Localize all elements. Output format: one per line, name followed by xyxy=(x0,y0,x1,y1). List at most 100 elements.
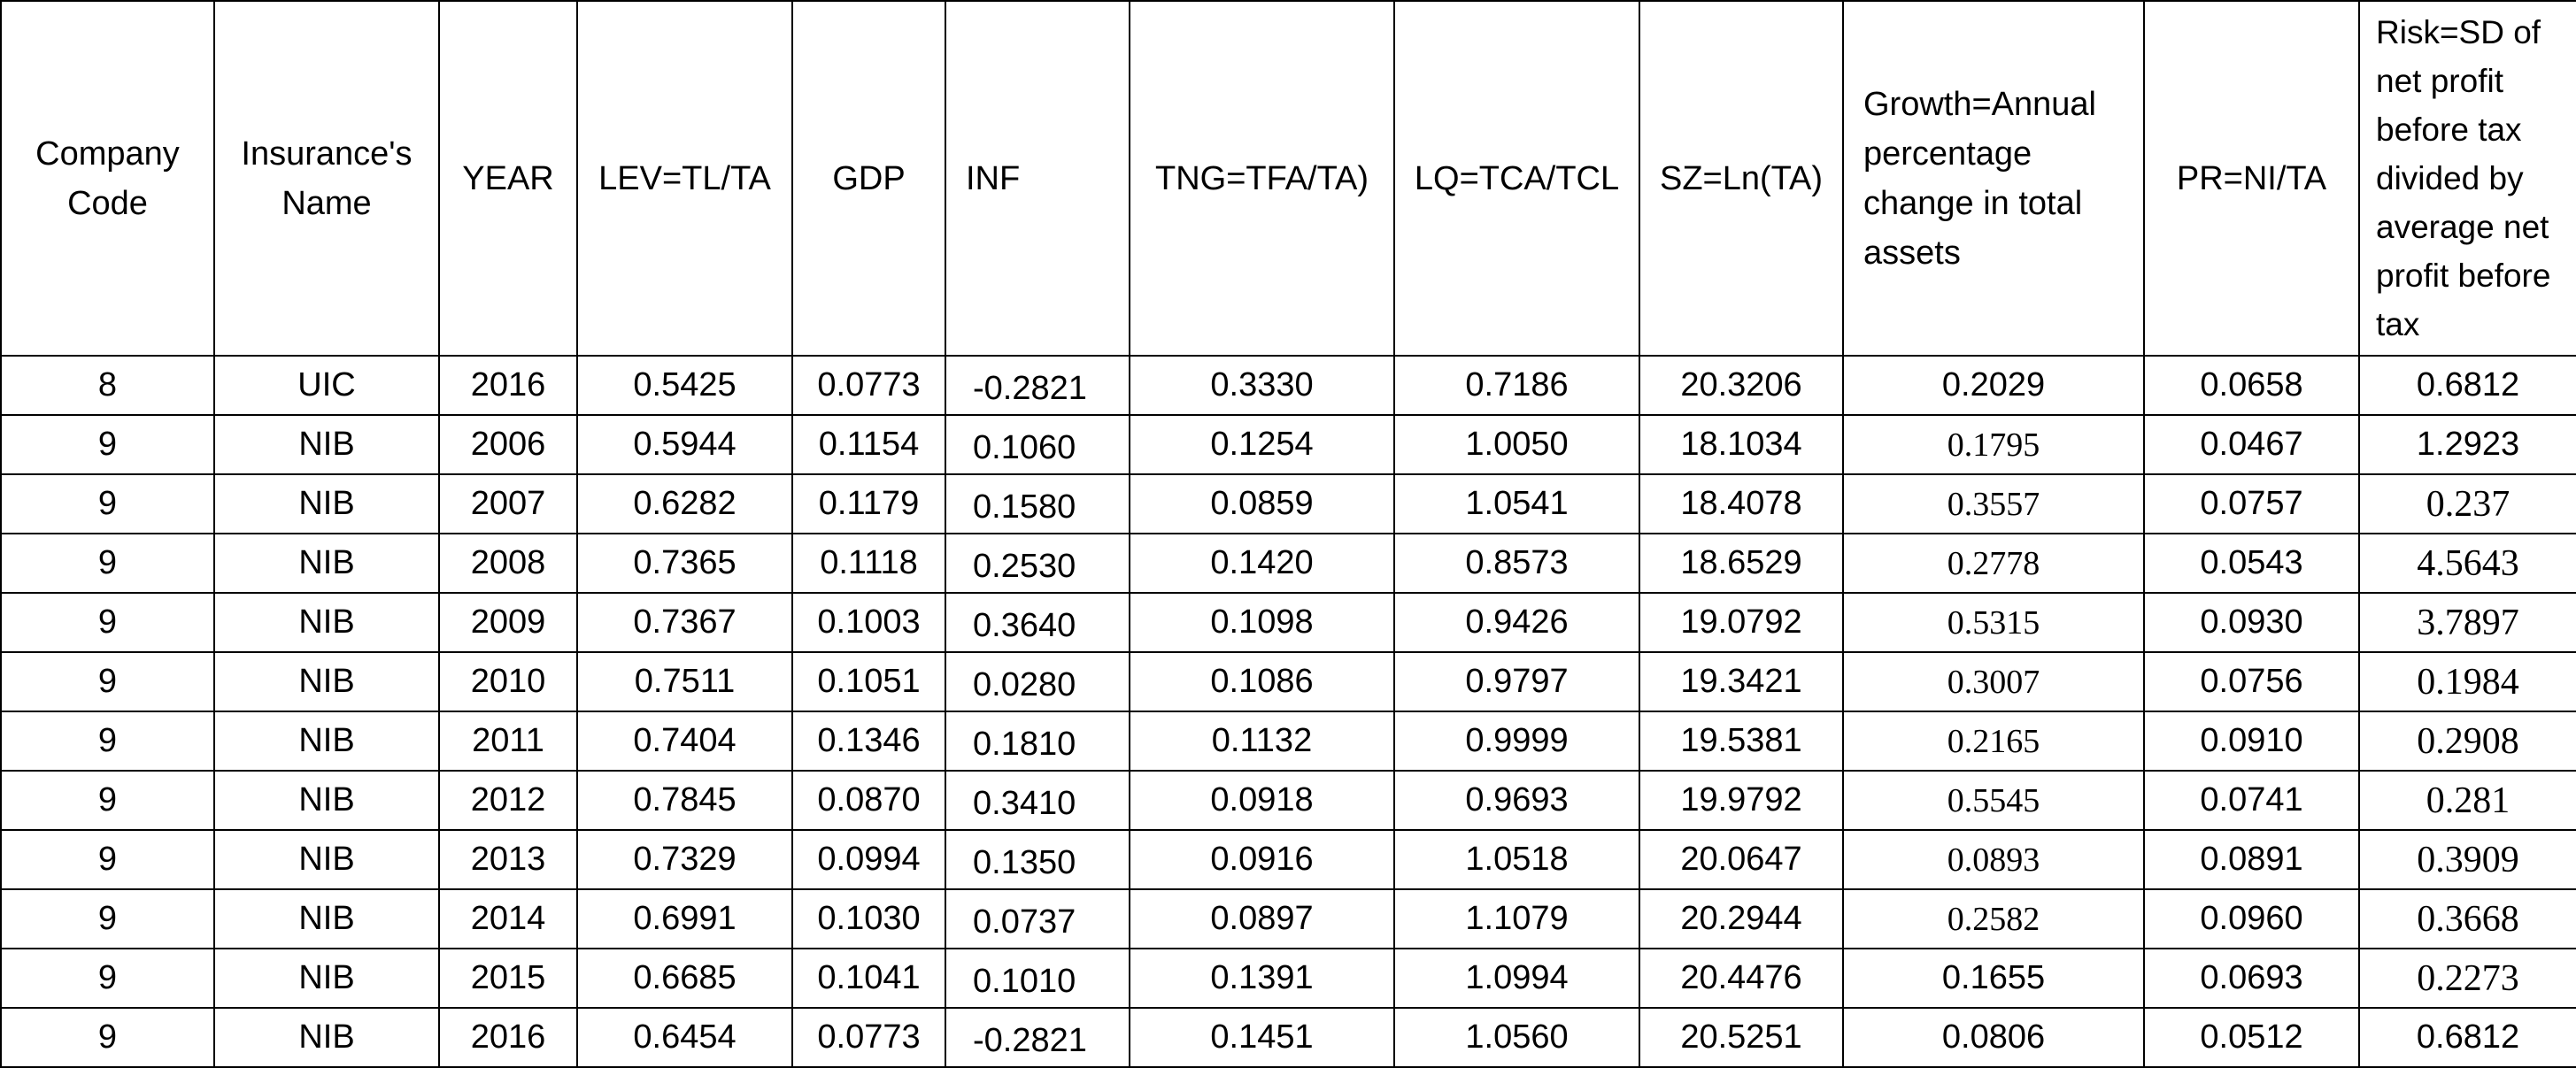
table-cell: 0.6812 xyxy=(2358,1007,2576,1068)
table-cell: 0.0897 xyxy=(1129,888,1395,949)
table-cell: 2006 xyxy=(438,414,578,475)
table-cell: 4.5643 xyxy=(2358,533,2576,594)
table-cell: 0.3640 xyxy=(945,592,1130,653)
table-cell: -0.2821 xyxy=(945,1007,1130,1068)
table-cell: 1.0518 xyxy=(1393,829,1640,890)
column-header: Growth=Annual percentage change in total… xyxy=(1842,0,2145,357)
table-cell: 0.0658 xyxy=(2143,355,2360,416)
table-cell: 0.3557 xyxy=(1842,473,2145,534)
table-cell: 9 xyxy=(0,651,215,712)
table-cell: UIC xyxy=(213,355,440,416)
table-header: Company Code Insurance's Name YEAR LEV=TL/T… xyxy=(0,0,2576,357)
header-row: Company Code Insurance's Name YEAR LEV=TL/T… xyxy=(0,0,2576,357)
table-cell: 0.0741 xyxy=(2143,770,2360,831)
table-cell: 2013 xyxy=(438,829,578,890)
table-cell: 0.8573 xyxy=(1393,533,1640,594)
table-cell: 0.3330 xyxy=(1129,355,1395,416)
table-cell: 9 xyxy=(0,533,215,594)
table-cell: 0.1350 xyxy=(945,829,1130,890)
table-row: 9 NIB 2015 0.6685 0.1041 0.1010 0.1391 1.0994 20… xyxy=(0,948,2576,1009)
table-cell: 2008 xyxy=(438,533,578,594)
table-cell: 0.0960 xyxy=(2143,888,2360,949)
table-cell: 0.1451 xyxy=(1129,1007,1395,1068)
table-cell: 0.1346 xyxy=(791,711,946,772)
table-cell: 0.9797 xyxy=(1393,651,1640,712)
table-cell: 0.0467 xyxy=(2143,414,2360,475)
column-header: LQ=TCA/TCL xyxy=(1393,0,1640,357)
table-cell: 2010 xyxy=(438,651,578,712)
table-cell: 2007 xyxy=(438,473,578,534)
table-cell: -0.2821 xyxy=(945,355,1130,416)
table-cell: 0.7365 xyxy=(576,533,793,594)
table-cell: 18.1034 xyxy=(1639,414,1844,475)
table-cell: 2014 xyxy=(438,888,578,949)
table-row: 9 NIB 2007 0.6282 0.1179 0.1580 0.0859 1.0541 18… xyxy=(0,473,2576,534)
table-cell: 2015 xyxy=(438,948,578,1009)
table-cell: 0.9426 xyxy=(1393,592,1640,653)
table-cell: 0.0280 xyxy=(945,651,1130,712)
table-cell: 0.2273 xyxy=(2358,948,2576,1009)
column-header: TNG=TFA/TA) xyxy=(1129,0,1395,357)
table-cell: 19.3421 xyxy=(1639,651,1844,712)
table-cell: 20.5251 xyxy=(1639,1007,1844,1068)
table-cell: 0.1655 xyxy=(1842,948,2145,1009)
table-cell: 0.7404 xyxy=(576,711,793,772)
table-cell: 0.1118 xyxy=(791,533,946,594)
table-cell: 2016 xyxy=(438,355,578,416)
table-cell: 3.7897 xyxy=(2358,592,2576,653)
table-cell: 0.6812 xyxy=(2358,355,2576,416)
table-cell: 1.0050 xyxy=(1393,414,1640,475)
table-cell: NIB xyxy=(213,829,440,890)
table-cell: 19.0792 xyxy=(1639,592,1844,653)
table-row: 9 NIB 2008 0.7365 0.1118 0.2530 0.1420 0.8573 18… xyxy=(0,533,2576,594)
table-cell: 0.0870 xyxy=(791,770,946,831)
table-cell: 9 xyxy=(0,948,215,1009)
table-cell: 0.1098 xyxy=(1129,592,1395,653)
table-cell: 0.0512 xyxy=(2143,1007,2360,1068)
table-cell: 0.0859 xyxy=(1129,473,1395,534)
table-cell: 0.0806 xyxy=(1842,1007,2145,1068)
table-cell: NIB xyxy=(213,770,440,831)
table-cell: NIB xyxy=(213,473,440,534)
table-cell: 0.0773 xyxy=(791,355,946,416)
table-cell: 19.5381 xyxy=(1639,711,1844,772)
table-cell: 0.1391 xyxy=(1129,948,1395,1009)
table-cell: 0.0994 xyxy=(791,829,946,890)
column-header: Company Code xyxy=(0,0,215,357)
table-cell: 0.6282 xyxy=(576,473,793,534)
table-cell: 0.5944 xyxy=(576,414,793,475)
table-cell: 2009 xyxy=(438,592,578,653)
table-cell: 0.0918 xyxy=(1129,770,1395,831)
column-header: SZ=Ln(TA) xyxy=(1639,0,1844,357)
table-cell: NIB xyxy=(213,1007,440,1068)
table-cell: NIB xyxy=(213,948,440,1009)
table-cell: 0.3410 xyxy=(945,770,1130,831)
table-cell: 20.4476 xyxy=(1639,948,1844,1009)
table-cell: 18.6529 xyxy=(1639,533,1844,594)
table-cell: 9 xyxy=(0,711,215,772)
table-cell: 9 xyxy=(0,592,215,653)
table-cell: 9 xyxy=(0,473,215,534)
table-cell: 0.1254 xyxy=(1129,414,1395,475)
column-header: Risk=SD of net profit before tax divided… xyxy=(2358,0,2576,357)
table-cell: 0.1420 xyxy=(1129,533,1395,594)
table-cell: 0.1060 xyxy=(945,414,1130,475)
table-cell: 0.9999 xyxy=(1393,711,1640,772)
table-row: 9 NIB 2012 0.7845 0.0870 0.3410 0.0918 0.9693 19… xyxy=(0,770,2576,831)
table-cell: 0.1041 xyxy=(791,948,946,1009)
table-cell: 0.6454 xyxy=(576,1007,793,1068)
table-cell: 20.3206 xyxy=(1639,355,1844,416)
table-cell: 0.7511 xyxy=(576,651,793,712)
table-cell: 0.9693 xyxy=(1393,770,1640,831)
table-cell: 0.237 xyxy=(2358,473,2576,534)
table-cell: NIB xyxy=(213,888,440,949)
table-cell: 9 xyxy=(0,770,215,831)
table-row: 8 UIC 2016 0.5425 0.0773 -0.2821 0.3330 0.7186 2… xyxy=(0,355,2576,416)
table-cell: 0.5315 xyxy=(1842,592,2145,653)
table-row: 9 NIB 2014 0.6991 0.1030 0.0737 0.0897 1.1079 20… xyxy=(0,888,2576,949)
table-cell: 20.0647 xyxy=(1639,829,1844,890)
table-cell: 0.0737 xyxy=(945,888,1130,949)
table-cell: 0.1010 xyxy=(945,948,1130,1009)
